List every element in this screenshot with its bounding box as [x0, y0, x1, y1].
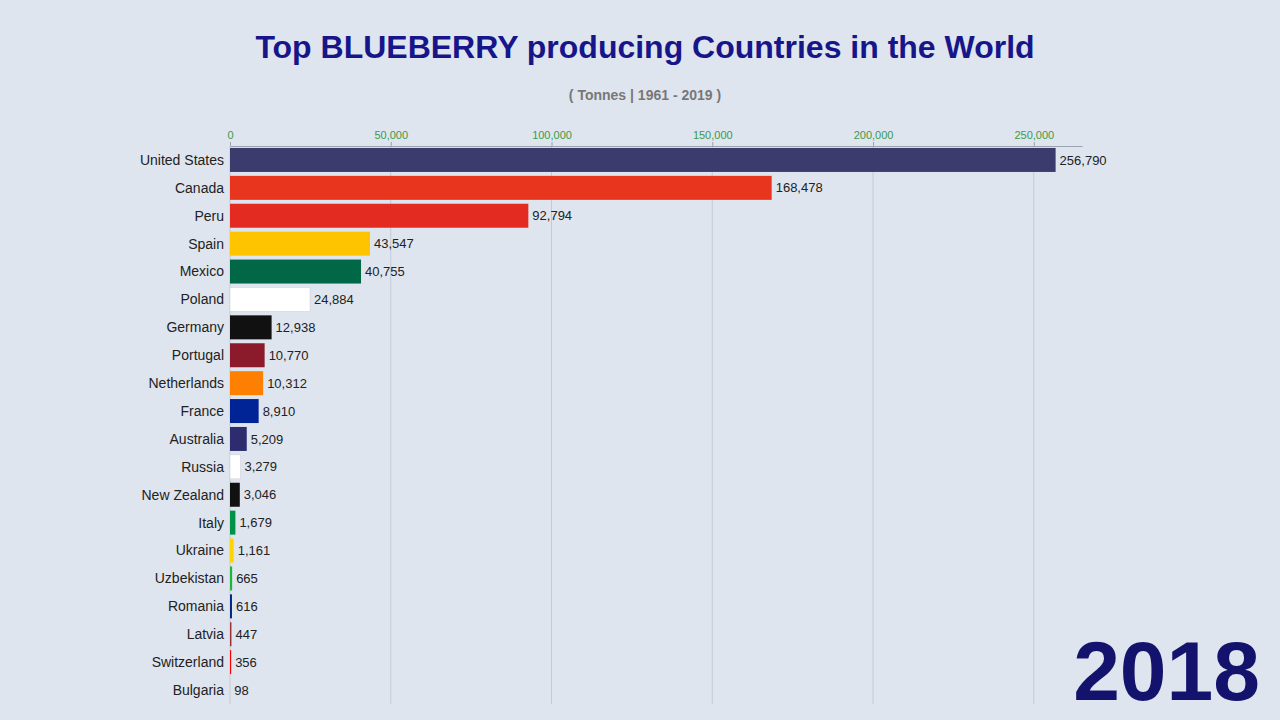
bar [230, 260, 361, 284]
category-label: Uzbekistan [155, 570, 224, 586]
data-label: 12,938 [276, 320, 316, 335]
data-label: 98 [234, 683, 248, 698]
data-label: 3,279 [245, 459, 278, 474]
category-label: Italy [198, 515, 224, 531]
data-label: 24,884 [314, 292, 354, 307]
grid [230, 146, 1034, 704]
bar [230, 371, 263, 395]
data-label: 10,312 [267, 376, 307, 391]
bar [230, 287, 310, 311]
bar [230, 399, 259, 423]
category-labels: United States Canada Peru Spain Mexico Poland… [140, 152, 224, 698]
grid-line [230, 146, 231, 704]
tick: 250,000 [1014, 129, 1054, 146]
tick: 150,000 [693, 129, 733, 146]
subtitle: ( Tonnes | 1961 - 2019 ) [569, 87, 721, 103]
category-label: Romania [168, 598, 224, 614]
bar [230, 176, 772, 200]
tick: 200,000 [854, 129, 894, 146]
tick: 50,000 [374, 129, 408, 146]
tick-mark [391, 142, 392, 146]
chart: Top BLUEBERRY producing Countries in the… [0, 0, 1280, 720]
data-label: 92,794 [532, 208, 572, 223]
data-label: 40,755 [365, 264, 405, 279]
grid-line [551, 146, 552, 704]
tick-label: 100,000 [532, 129, 572, 141]
tick-mark [552, 142, 553, 146]
category-label: Canada [175, 180, 224, 196]
data-label: 43,547 [374, 236, 414, 251]
bar [230, 678, 231, 702]
bar [230, 427, 247, 451]
bar [230, 594, 232, 618]
year-label: 2018 [1073, 624, 1260, 718]
category-label: Spain [188, 236, 224, 252]
category-label: United States [140, 152, 224, 168]
data-label: 5,209 [251, 432, 284, 447]
grid-line [390, 146, 391, 704]
category-label: Mexico [180, 263, 225, 279]
tick-label: 50,000 [374, 129, 408, 141]
category-label: Bulgaria [173, 682, 225, 698]
bar [230, 566, 232, 590]
tick: 100,000 [532, 129, 572, 146]
category-label: Russia [181, 459, 224, 475]
bar [230, 204, 528, 228]
data-labels: 256,790 168,478 92,794 43,547 40,755 24,884 12… [234, 153, 1106, 698]
plot: 0 50,000 100,000 150,000 200,000 250,000 Unite… [140, 129, 1107, 704]
tick-label: 200,000 [854, 129, 894, 141]
category-label: Germany [166, 319, 224, 335]
grid-line [873, 146, 874, 704]
bar [230, 483, 240, 507]
data-label: 8,910 [263, 404, 296, 419]
bars [230, 148, 1056, 702]
bar [230, 315, 272, 339]
bar [230, 455, 241, 479]
data-label: 256,790 [1060, 153, 1107, 168]
category-label: Portugal [172, 347, 224, 363]
category-label: Ukraine [176, 542, 224, 558]
data-label: 1,161 [238, 543, 271, 558]
tick-mark [230, 142, 231, 146]
category-label: Poland [180, 291, 224, 307]
bar [230, 343, 265, 367]
data-label: 616 [236, 599, 258, 614]
category-label: New Zealand [142, 487, 225, 503]
bar [230, 539, 234, 563]
tick-label: 0 [227, 129, 233, 141]
bar [230, 511, 235, 535]
background [0, 0, 1280, 720]
bar [230, 148, 1056, 172]
bar [230, 232, 370, 256]
category-label: Australia [170, 431, 225, 447]
tick-mark [1034, 142, 1035, 146]
tick-label: 150,000 [693, 129, 733, 141]
data-label: 447 [235, 627, 257, 642]
grid-line [1033, 146, 1034, 704]
x-axis: 0 50,000 100,000 150,000 200,000 250,000 [227, 129, 1082, 147]
category-label: Netherlands [149, 375, 225, 391]
tick-mark [712, 142, 713, 146]
title: Top BLUEBERRY producing Countries in the… [255, 29, 1034, 65]
tick-mark [873, 142, 874, 146]
data-label: 665 [236, 571, 258, 586]
category-label: Peru [194, 208, 224, 224]
data-label: 10,770 [269, 348, 309, 363]
category-label: Switzerland [152, 654, 224, 670]
bar [230, 622, 231, 646]
data-label: 1,679 [239, 515, 272, 530]
tick-label: 250,000 [1014, 129, 1054, 141]
bar [230, 650, 231, 674]
data-label: 3,046 [244, 487, 277, 502]
data-label: 356 [235, 655, 257, 670]
tick: 0 [227, 129, 233, 146]
data-label: 168,478 [776, 180, 823, 195]
category-label: France [180, 403, 224, 419]
axis-line [231, 146, 1083, 147]
category-label: Latvia [187, 626, 225, 642]
grid-line [712, 146, 713, 704]
